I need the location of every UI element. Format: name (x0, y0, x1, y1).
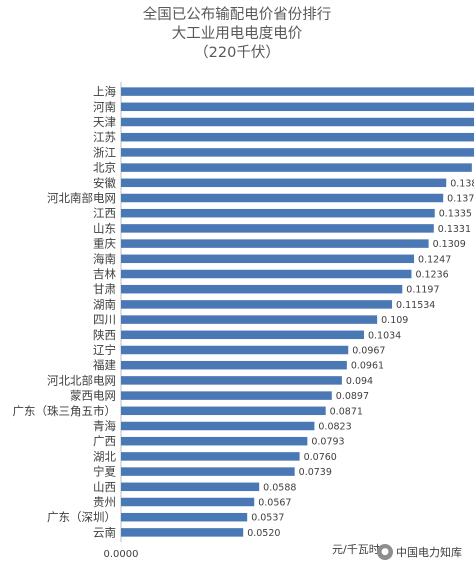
category-label: 蒙西电网 (70, 389, 116, 403)
bar (121, 193, 444, 203)
wechat-icon: ● (377, 544, 393, 560)
bar (121, 391, 332, 400)
bar (121, 497, 255, 507)
category-label: 河南 (93, 100, 116, 114)
category-label: 湖南 (93, 297, 116, 311)
category-label: 天津 (93, 115, 116, 129)
bar (121, 269, 412, 279)
category-label: 广东（深圳） (47, 510, 116, 524)
bar (121, 345, 349, 355)
data-label: 0.1197 (406, 285, 439, 296)
category-label: 陕西 (93, 328, 116, 342)
category-label: 福建 (93, 358, 116, 372)
bar (121, 330, 364, 340)
data-label: 0.1331 (438, 224, 471, 235)
bar (121, 436, 308, 446)
category-label: 广西 (93, 434, 116, 448)
bar (121, 224, 434, 233)
category-label: 上海 (93, 85, 116, 99)
data-label: 0.0871 (330, 406, 363, 417)
data-label: 0.0961 (351, 361, 384, 372)
data-label: 0.0739 (299, 467, 332, 478)
category-label: 河北南部电网 (47, 191, 116, 205)
chart-subtitle-line-2: （220千伏） (194, 45, 280, 61)
data-label: 0.0520 (247, 528, 280, 539)
chart-title: 全国已公布输配电价省份排行 (142, 7, 332, 23)
bar (121, 163, 472, 172)
category-label: 湖北 (93, 449, 116, 463)
chart-subtitle-line-1: 大工业用电电度电价 (171, 26, 303, 42)
chart-title-block: 全国已公布输配电价省份排行 大工业用电电度电价 （220千伏） (0, 6, 474, 63)
data-label: 0.0760 (304, 452, 337, 463)
bar (121, 360, 347, 370)
category-label: 云南 (93, 525, 116, 539)
category-label: 北京 (93, 161, 116, 175)
category-label: 甘肃 (93, 282, 116, 296)
data-label: 0.1384 (450, 178, 474, 189)
data-label: 0.1335 (439, 209, 472, 220)
category-label: 重庆 (93, 237, 116, 251)
bar (121, 376, 342, 385)
category-label: 宁夏 (93, 465, 116, 479)
bar (121, 300, 393, 309)
category-label: 浙江 (93, 145, 116, 159)
category-label: 江西 (93, 206, 116, 220)
data-label: 0.0588 (263, 482, 296, 493)
category-label: 山东 (93, 221, 116, 235)
bar (121, 315, 378, 324)
x-axis-label: 元/千瓦时 (332, 543, 380, 556)
data-label: 0.11534 (396, 300, 435, 311)
data-label: 0.1247 (418, 254, 451, 265)
bar (121, 117, 474, 127)
category-label: 辽宁 (93, 343, 116, 357)
bar (121, 148, 474, 157)
data-label: 0.109 (381, 315, 408, 326)
bar (121, 421, 315, 431)
bar (121, 452, 300, 461)
bar (121, 102, 474, 112)
data-label: 0.1371 (447, 194, 474, 205)
bar (121, 208, 435, 218)
bar (121, 406, 326, 416)
category-label: 青海 (93, 419, 116, 433)
bar (121, 512, 248, 522)
category-label: 河北北部电网 (47, 373, 116, 387)
category-label: 安徽 (93, 176, 116, 190)
category-label: 广东（珠三角五市） (13, 404, 117, 418)
category-label: 四川 (93, 313, 116, 327)
data-label: 0.0537 (251, 513, 284, 524)
category-label: 贵州 (93, 495, 116, 509)
bar (121, 239, 429, 248)
bar (121, 178, 447, 188)
data-label: 0.0823 (318, 422, 351, 433)
data-label: 0.094 (346, 376, 373, 387)
category-label: 海南 (93, 252, 116, 266)
bar (121, 132, 474, 142)
bar (121, 87, 474, 96)
bar (121, 528, 244, 537)
bar (121, 482, 260, 492)
category-label: 山西 (93, 480, 116, 494)
data-label: 0.1034 (368, 330, 401, 341)
category-label: 吉林 (93, 267, 116, 281)
data-label: 0.0793 (311, 437, 344, 448)
bar (121, 254, 415, 264)
watermark-text: 中国电力知库 (396, 546, 462, 559)
data-label: 0.1309 (433, 239, 466, 250)
data-label: 0.0967 (352, 346, 385, 357)
x-tick-label: 0.0000 (104, 549, 139, 560)
data-label: 0.0567 (258, 498, 291, 509)
bar (121, 467, 295, 476)
bar (121, 284, 403, 294)
watermark: ● 中国电力知库 (377, 541, 472, 563)
data-label: 0.1236 (415, 270, 448, 281)
category-label: 江苏 (93, 130, 116, 144)
data-label: 0.0897 (336, 391, 369, 402)
